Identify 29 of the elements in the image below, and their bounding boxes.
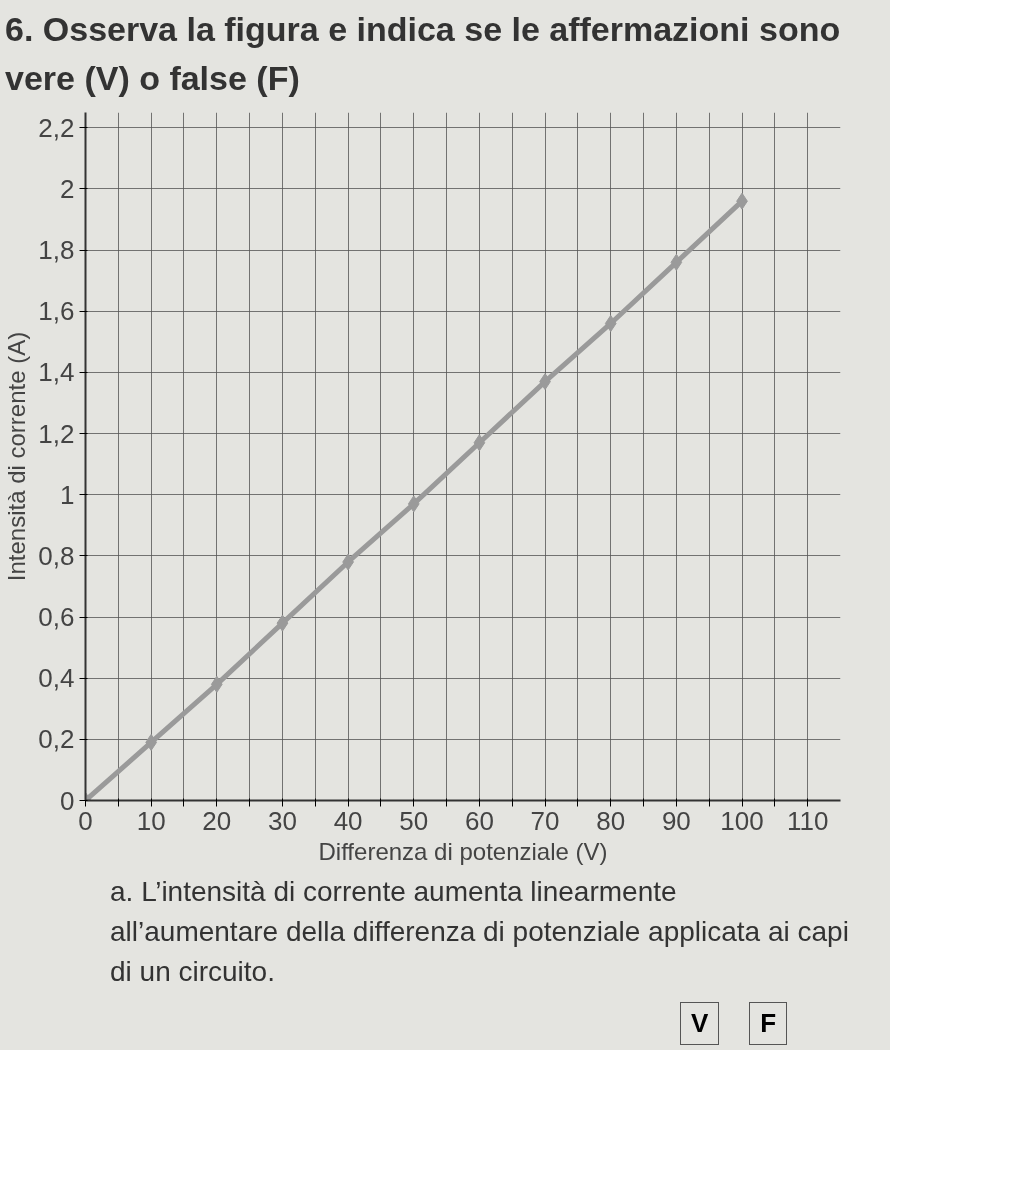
chart-title: 6. Osserva la figura e indica se le affermazioni sono vere (V) o false (F) (5, 9, 842, 99)
y-tick-label: 2 (60, 174, 75, 205)
y-tick-label: 1,8 (38, 235, 75, 266)
text: V (680, 1002, 720, 1046)
x-tick-label: 80 (596, 805, 626, 836)
y-tick-label: 0 (60, 785, 75, 816)
x-tick-label: 60 (464, 805, 494, 836)
x-tick-label: 10 (136, 805, 166, 836)
y-tick-label: 0,4 (38, 663, 75, 694)
text: a. L’intensità di corrente aumenta linearmente all’aumentare della differenza di potenziale applicata ai capi di un circuito. (110, 875, 850, 990)
x-tick-label: 30 (268, 805, 297, 836)
x-tick-label: 20 (202, 805, 232, 836)
x-tick-label: 100 (720, 805, 764, 836)
y-tick-label: 0,6 (38, 602, 75, 633)
x-tick-label: 90 (661, 805, 691, 836)
y-tick-label: 1,2 (38, 418, 75, 449)
y-tick-label: 1,4 (38, 357, 75, 388)
x-axis-title: Differenza di potenziale (V) (318, 837, 608, 865)
y-tick-label: 1,6 (38, 296, 75, 327)
x-tick-label: 110 (786, 805, 829, 836)
y-axis-title: Intensità di corrente (A) (3, 331, 31, 582)
x-tick-label: 50 (399, 805, 429, 836)
x-tick-label: 40 (333, 805, 363, 836)
text: F (749, 1002, 788, 1046)
x-tick-label: 70 (530, 805, 560, 836)
y-tick-label: 2,2 (38, 112, 75, 143)
y-tick-label: 1 (60, 479, 75, 510)
y-tick-label: 0,2 (38, 724, 75, 755)
y-tick-label: 0,8 (38, 541, 75, 571)
